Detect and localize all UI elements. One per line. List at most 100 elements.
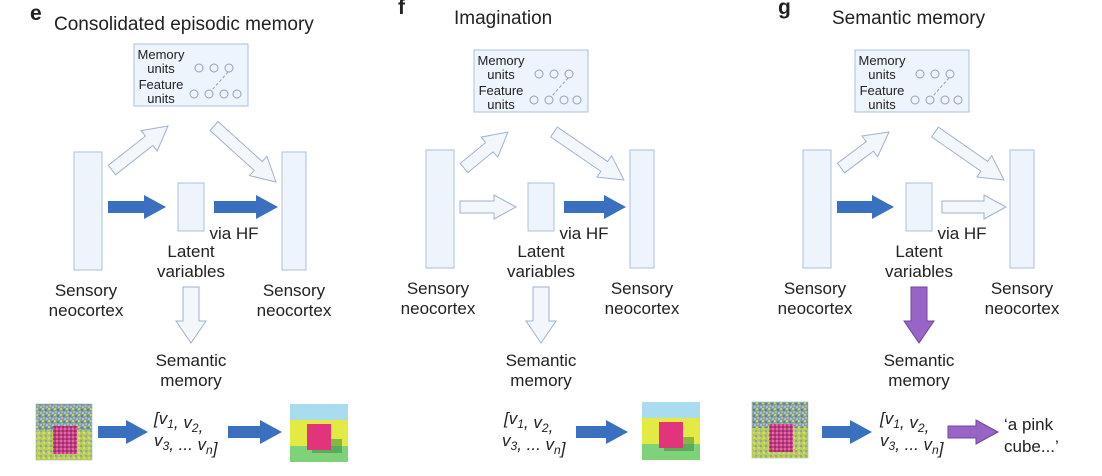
- arrow-cortex-to-memory: [459, 131, 509, 174]
- arrow-cortex-to-latent: [108, 195, 166, 219]
- feature-unit-node: [204, 89, 214, 99]
- sensory-neocortex-right-label: neocortex: [605, 299, 680, 318]
- memory-box-frame: [133, 43, 249, 107]
- feature-units-label: Feature: [139, 77, 184, 92]
- arrow-latent-to-cortex: [214, 195, 278, 219]
- via-hf-label: via HF: [559, 224, 608, 243]
- panel-letter: g: [778, 0, 791, 19]
- noisy-image-cube: [53, 426, 77, 454]
- arrow-latent-to-semantic: [525, 286, 557, 344]
- arrow-memory-to-cortex: [209, 120, 277, 183]
- arrow-cortex-to-memory: [107, 125, 169, 176]
- latent-variables-label: variables: [885, 262, 953, 281]
- memory-unit-node: [194, 63, 204, 73]
- arrow-latent-to-cortex: [564, 195, 626, 219]
- memory-units-label: units: [487, 67, 515, 82]
- sensory-neocortex-left-bar: [73, 151, 103, 271]
- feature-unit-node: [232, 89, 242, 99]
- arrow-image-to-vector: [822, 420, 872, 444]
- panel-title: Imagination: [454, 8, 552, 29]
- memory-unit-node: [534, 69, 544, 79]
- sensory-neocortex-left-label: neocortex: [401, 299, 476, 318]
- sensory-neocortex-left-label: Sensory: [55, 281, 118, 300]
- memory-unit-node: [224, 63, 234, 73]
- arrow-latent-to-semantic: [175, 286, 207, 344]
- feature-unit-node: [189, 89, 199, 99]
- memory-box-frame: [473, 49, 589, 113]
- feature-units-label: Feature: [479, 83, 524, 98]
- arrow-latent-to-cortex: [941, 194, 1008, 220]
- clean-image-cube: [659, 422, 683, 448]
- sensory-neocortex-left-bar: [425, 149, 455, 269]
- semantic-memory-label: memory: [510, 371, 572, 390]
- sensory-neocortex-right-label: Sensory: [611, 279, 674, 298]
- arrow-memory-to-cortex: [549, 126, 625, 181]
- sensory-neocortex-left-label: neocortex: [49, 301, 124, 320]
- semantic-memory-label: memory: [160, 371, 222, 390]
- memory-unit-node: [549, 69, 559, 79]
- noisy-image: [35, 403, 93, 461]
- sensory-neocortex-right-label: Sensory: [263, 281, 326, 300]
- unit-link: [551, 77, 569, 97]
- latent-variables-label: Latent: [167, 242, 215, 261]
- memory-units-label: units: [868, 67, 896, 82]
- arrow-vector-to-image: [228, 420, 282, 444]
- reconstructed-image: [290, 404, 348, 462]
- feature-unit-node: [910, 95, 920, 105]
- sensory-neocortex-left-label: Sensory: [407, 279, 470, 298]
- vector-label: v3, ... vn]: [880, 431, 945, 458]
- memory-units-label: Memory: [859, 53, 906, 68]
- clean-image-cube: [307, 424, 331, 450]
- unit-link: [932, 77, 950, 97]
- vector-label: [v1, v2,: [153, 409, 203, 436]
- feature-unit-node: [544, 95, 554, 105]
- arrow-image-to-vector: [98, 420, 148, 444]
- arrow-memory-to-cortex: [930, 126, 1005, 181]
- arrow-cortex-to-memory: [836, 131, 890, 174]
- noisy-image-cube: [769, 424, 793, 452]
- panel-title: Consolidated episodic memory: [54, 14, 314, 35]
- memory-units-label: units: [147, 61, 175, 76]
- semantic-memory-label: Semantic: [156, 351, 227, 370]
- imagined-image: [642, 402, 700, 460]
- arrow-cortex-to-latent: [459, 194, 518, 220]
- noisy-image: [751, 401, 809, 459]
- memory-unit-node: [564, 69, 574, 79]
- latent-variables-box: [177, 182, 205, 232]
- via-hf-label: via HF: [937, 224, 986, 243]
- sensory-neocortex-left-label: neocortex: [778, 299, 853, 318]
- via-hf-label: via HF: [209, 224, 258, 243]
- feature-unit-node: [559, 95, 569, 105]
- semantic-memory-label: memory: [888, 371, 950, 390]
- vector-label: v3, ... vn]: [502, 431, 567, 458]
- feature-units-label: units: [487, 97, 515, 112]
- sensory-neocortex-left-bar: [802, 149, 832, 269]
- latent-variables-label: variables: [507, 262, 575, 281]
- caption-text: cube...’: [1004, 437, 1059, 456]
- memory-unit-node: [930, 69, 940, 79]
- sensory-neocortex-right-label: neocortex: [985, 299, 1060, 318]
- memory-units-label: Memory: [138, 47, 185, 62]
- arrow-vector-to-image: [576, 420, 628, 444]
- latent-variables-label: Latent: [895, 242, 943, 261]
- feature-unit-node: [572, 95, 582, 105]
- panel-e: e Consolidated episodic memoryMemoryunits…: [30, 2, 348, 462]
- vector-label: [v1, v2,: [879, 409, 929, 436]
- arrow-cortex-to-latent: [837, 195, 894, 219]
- latent-variables-label: Latent: [517, 242, 565, 261]
- memory-box-frame: [854, 49, 970, 113]
- sensory-neocortex-left-label: Sensory: [784, 279, 847, 298]
- memory-units-label: Memory: [478, 53, 525, 68]
- memory-unit-node: [945, 69, 955, 79]
- vector-label: v3, ... vn]: [154, 431, 219, 458]
- feature-unit-node: [940, 95, 950, 105]
- panel-g: g Semantic memoryMemoryunitsFeatureunitsv…: [751, 0, 1060, 459]
- feature-unit-node: [529, 95, 539, 105]
- latent-variables-box: [527, 182, 555, 232]
- feature-unit-node: [953, 95, 963, 105]
- feature-units-label: Feature: [860, 83, 905, 98]
